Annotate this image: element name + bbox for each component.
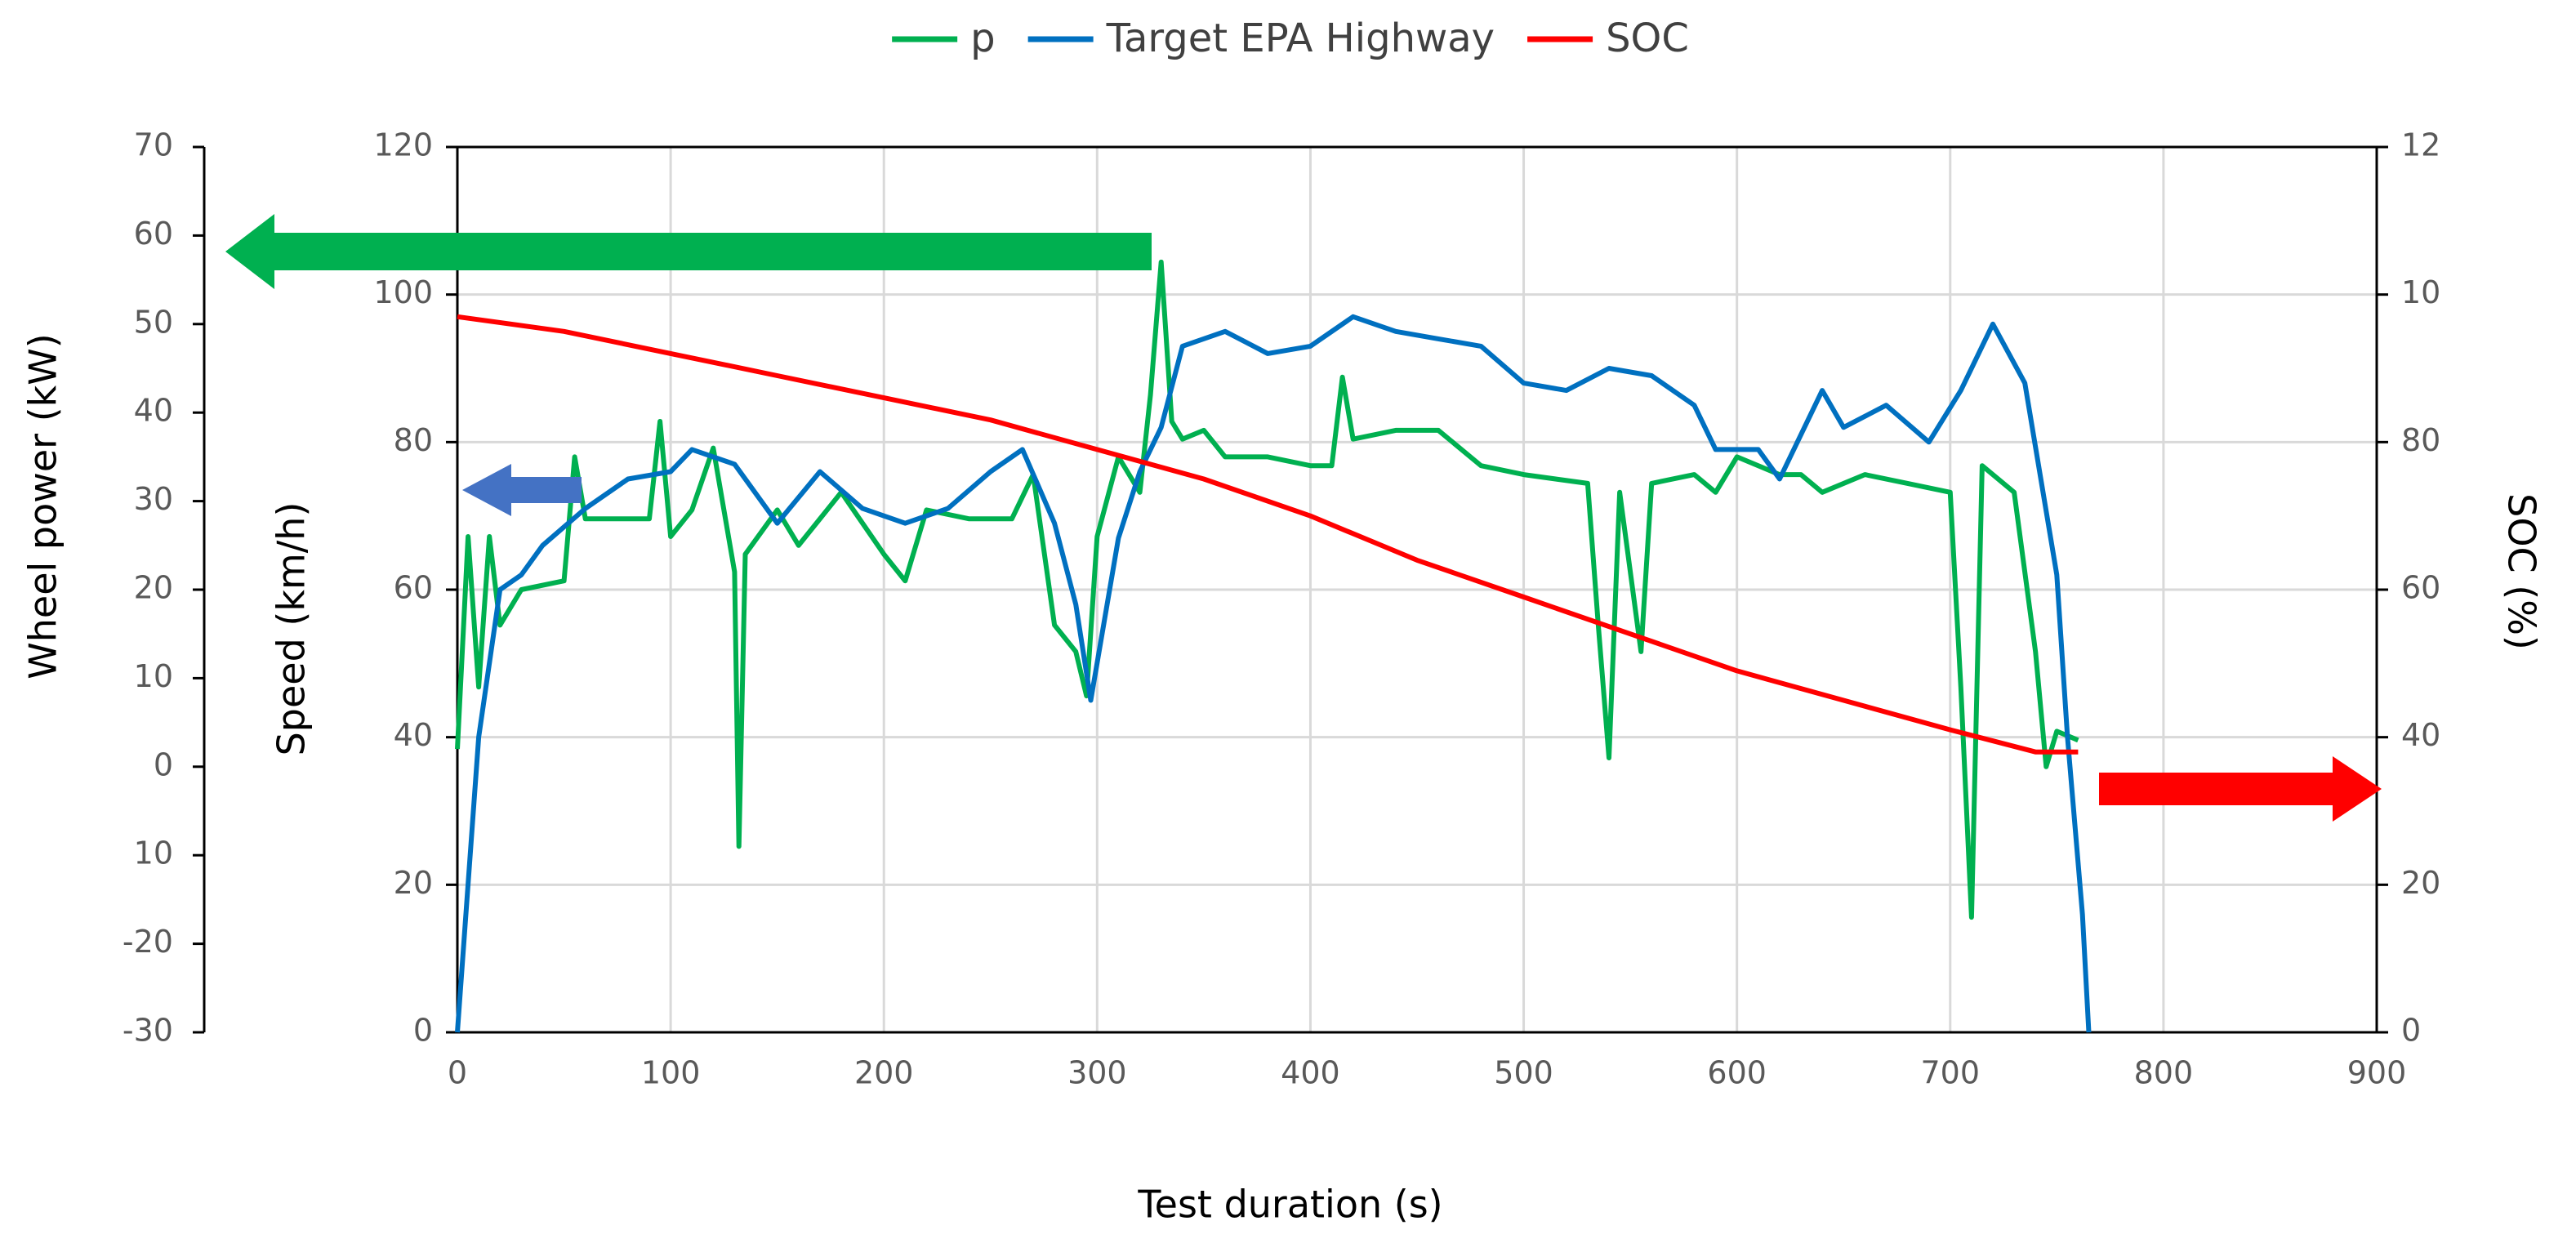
y-tick-label: 80: [394, 422, 433, 458]
y2-tick-label: 40: [2401, 717, 2440, 753]
y3-tick-label: -30: [123, 1013, 173, 1049]
y-tick-label: 120: [373, 127, 433, 163]
legend: p Target EPA Highway SOC: [892, 16, 1689, 61]
y3-tick-label: 50: [134, 304, 173, 340]
y2-tick-label: 0: [2401, 1013, 2421, 1049]
x-tick-label: 800: [2134, 1055, 2194, 1091]
y3-tick-label: 70: [134, 127, 173, 163]
y2-tick-label: 20: [2401, 865, 2440, 901]
y2-axis-title: SOC (%): [2500, 493, 2544, 650]
x-tick-label: 500: [1494, 1055, 1553, 1091]
y2-tick-label: 80: [2401, 422, 2440, 458]
y-axis-title: Speed (km/h): [270, 502, 314, 756]
x-tick-label: 200: [854, 1055, 914, 1091]
x-tick-label: 0: [448, 1055, 467, 1091]
x-tick-label: 300: [1067, 1055, 1127, 1091]
series-line: [455, 259, 2079, 920]
y2-tick-label: 60: [2401, 570, 2440, 606]
y-tick-label: 0: [413, 1013, 433, 1049]
y3-tick-label: 10: [134, 835, 173, 871]
y2-tick-label: 10: [2401, 274, 2440, 310]
y3-tick-label: 20: [134, 570, 173, 606]
y3-tick-label: 30: [134, 481, 173, 517]
power-axis-arrow: [225, 214, 1152, 289]
y-tick-label: 100: [373, 274, 433, 310]
y3-tick-label: 40: [134, 393, 173, 429]
x-tick-label: 400: [1281, 1055, 1340, 1091]
x-tick-label: 600: [1707, 1055, 1767, 1091]
y-tick-label: 40: [394, 717, 433, 753]
y-tick-label: 20: [394, 865, 433, 901]
y3-tick-label: 0: [154, 746, 173, 782]
y3-tick-label: 10: [134, 658, 173, 694]
legend-label: p: [970, 16, 995, 61]
legend-label: Target EPA Highway: [1106, 16, 1495, 61]
y3-axis-title: Wheel power (kW): [21, 333, 65, 679]
y2-tick-label: 12: [2401, 127, 2440, 163]
x-tick-label: 700: [1921, 1055, 1981, 1091]
y3-tick-label: 60: [134, 216, 173, 252]
legend-label: SOC: [1606, 16, 1689, 61]
x-tick-label: 900: [2347, 1055, 2407, 1091]
y3-tick-label: -20: [123, 924, 173, 960]
y-tick-label: 60: [394, 570, 433, 606]
speed-axis-arrow: [462, 464, 582, 516]
series-line: [455, 314, 2092, 1033]
plot-frame: [456, 145, 2378, 1034]
x-axis-title: Test duration (s): [1137, 1183, 1442, 1227]
series-line: [457, 314, 2079, 755]
x-tick-label: 100: [641, 1055, 701, 1091]
soc-axis-arrow: [2099, 756, 2382, 822]
